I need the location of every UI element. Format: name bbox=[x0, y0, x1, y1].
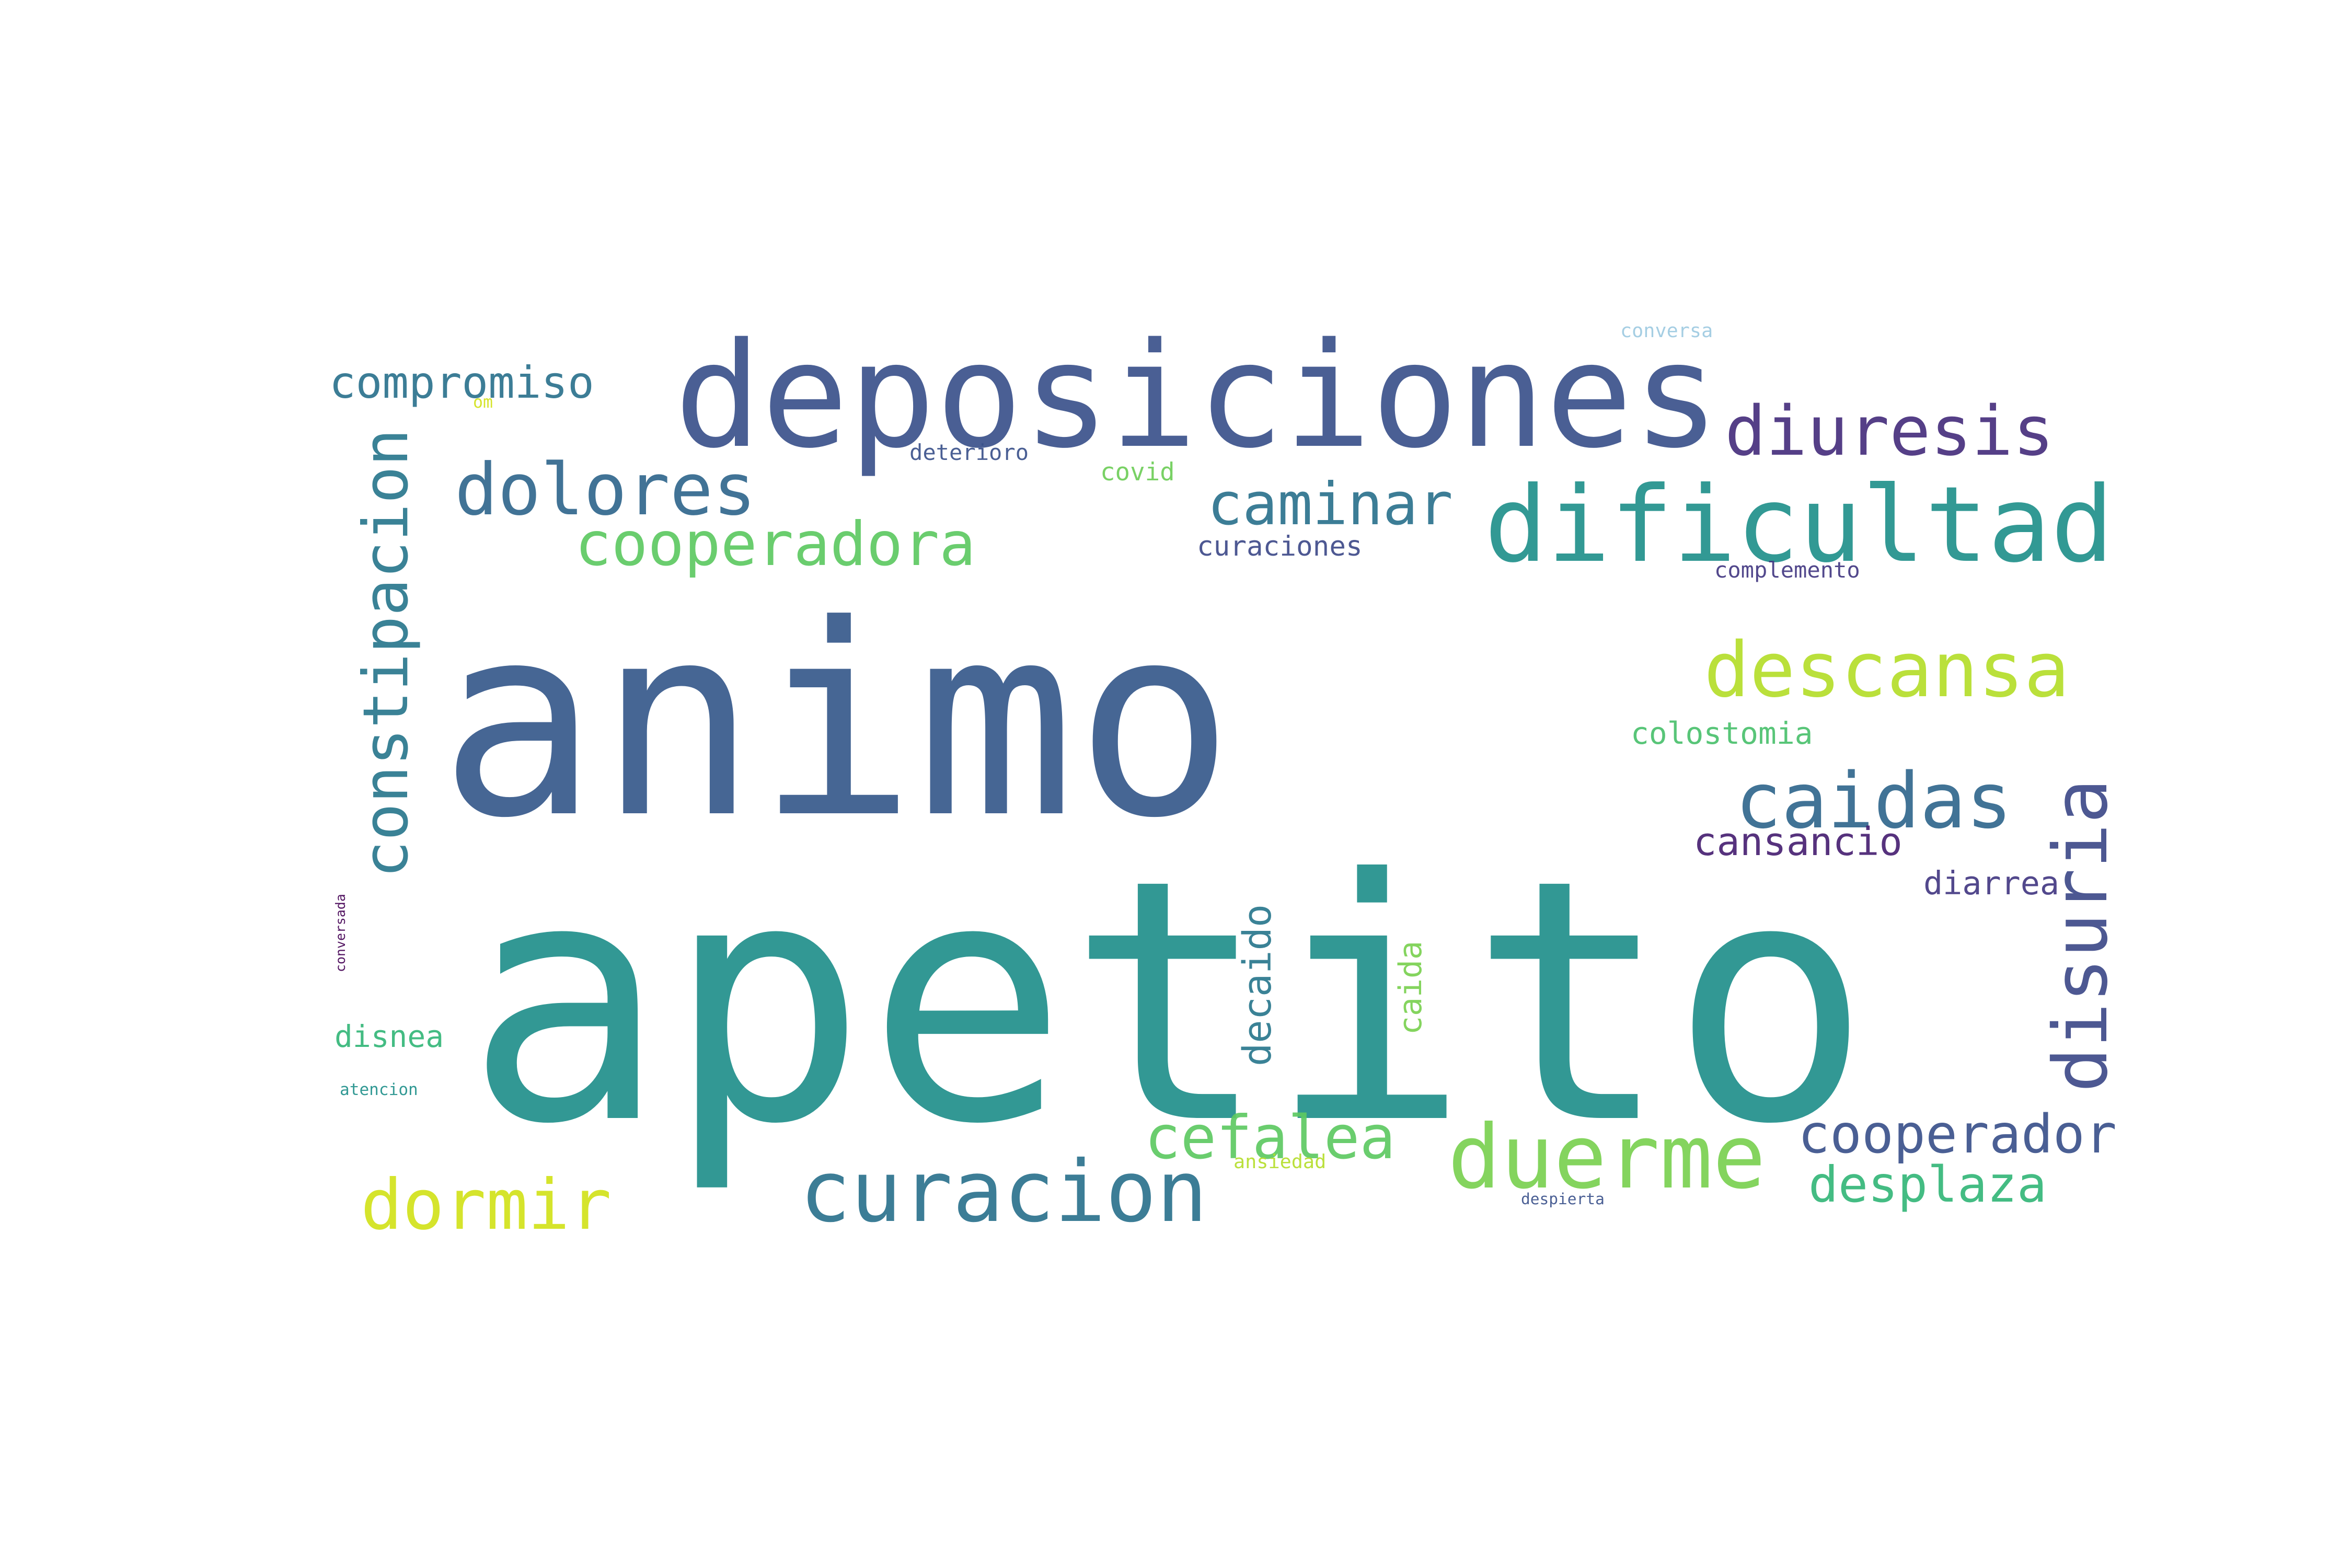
word-dormir: dormir bbox=[361, 1165, 612, 1246]
word-decaido: decaido bbox=[1236, 904, 1280, 1066]
word-despierta: despierta bbox=[1521, 1190, 1605, 1208]
word-complemento: complemento bbox=[1714, 557, 1860, 583]
word-cooperador: cooperador bbox=[1798, 1103, 2117, 1165]
word-conversada: conversada bbox=[333, 894, 348, 972]
word-dolores: dolores bbox=[455, 448, 756, 532]
word-diarrea: diarrea bbox=[1923, 864, 2059, 902]
word-colostomia: colostomia bbox=[1631, 716, 1813, 751]
word-deposiciones: deposiciones bbox=[674, 312, 1720, 480]
word-caminar: caminar bbox=[1207, 471, 1453, 538]
word-constipacion: constipacion bbox=[350, 429, 422, 878]
word-desplaza: desplaza bbox=[1808, 1156, 2047, 1214]
word-disuria: disuria bbox=[2037, 778, 2124, 1092]
word-diuresis: diuresis bbox=[1725, 391, 2054, 471]
word-atencion: atencion bbox=[340, 1080, 418, 1099]
word-animo: animo bbox=[439, 569, 1235, 876]
word-compromiso: compromiso bbox=[329, 357, 594, 408]
word-covid: covid bbox=[1100, 458, 1175, 487]
word-dificultad: dificultad bbox=[1484, 464, 2114, 586]
word-caida: caida bbox=[1392, 940, 1429, 1035]
word-curacion: curacion bbox=[800, 1143, 1208, 1241]
word-conversa: conversa bbox=[1620, 319, 1713, 342]
word-deterioro: deterioro bbox=[909, 440, 1029, 465]
word-caidas: caidas bbox=[1735, 756, 2012, 846]
word-curaciones: curaciones bbox=[1197, 531, 1363, 562]
word-cooperadora: cooperadora bbox=[575, 510, 976, 580]
word-cansancio: cansancio bbox=[1693, 820, 1903, 864]
word-cefalea: cefalea bbox=[1145, 1103, 1396, 1172]
word-apetito: apetito bbox=[465, 809, 1872, 1197]
word-disnea: disnea bbox=[335, 1019, 444, 1054]
word-duerme: duerme bbox=[1448, 1106, 1766, 1208]
word-ansiedad: ansiedad bbox=[1233, 1150, 1327, 1173]
word-om: om bbox=[473, 393, 493, 412]
word-descansa: descansa bbox=[1704, 626, 2070, 714]
